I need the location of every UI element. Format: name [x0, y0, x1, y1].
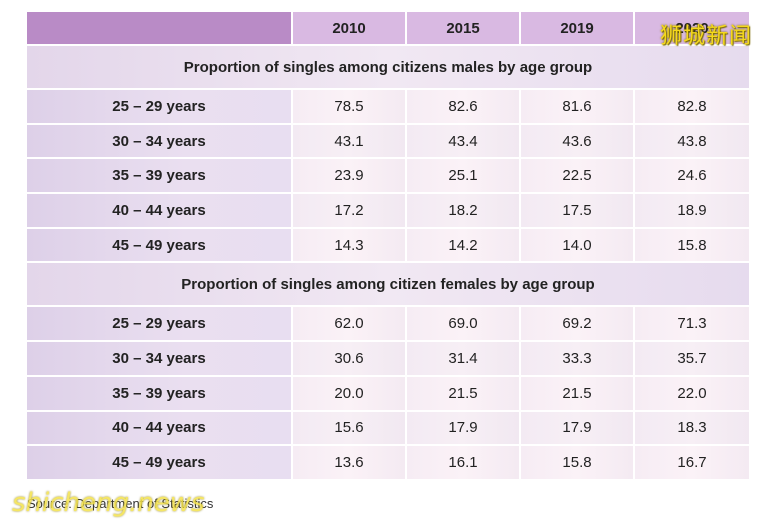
table-cell: 17.9 — [407, 411, 521, 445]
watermark-logo-top: 狮城新闻 — [660, 24, 753, 49]
table-cell: 21.5 — [521, 376, 635, 410]
table-cell: 43.4 — [407, 124, 521, 158]
row-label: 40 – 44 years — [27, 411, 293, 445]
row-label: 35 – 39 years — [27, 376, 293, 410]
table-cell: 31.4 — [407, 342, 521, 375]
table-cell: 82.6 — [407, 90, 521, 123]
source-note: Source: Department of Statistics — [27, 496, 214, 511]
table-row: 35 – 39 years 20.0 21.5 21.5 22.0 — [27, 376, 749, 412]
table-cell: 81.6 — [521, 90, 635, 123]
table-cell: 23.9 — [293, 159, 407, 193]
table-cell: 15.8 — [521, 446, 635, 479]
watermark-logo-bottom: shicheng.news — [12, 488, 205, 518]
table-cell: 69.2 — [521, 307, 635, 341]
row-label: 40 – 44 years — [27, 194, 293, 227]
table-cell: 43.1 — [293, 124, 407, 158]
table-cell: 69.0 — [407, 307, 521, 341]
table-cell: 18.2 — [407, 194, 521, 227]
table-cell: 62.0 — [293, 307, 407, 341]
table-row: 30 – 34 years 30.6 31.4 33.3 35.7 — [27, 342, 749, 377]
table-cell: 17.9 — [521, 411, 635, 445]
table-cell: 16.1 — [407, 446, 521, 479]
table-cell: 33.3 — [521, 342, 635, 375]
table-cell: 22.5 — [521, 159, 635, 193]
table-cell: 16.7 — [635, 446, 749, 479]
table-cell: 24.6 — [635, 159, 749, 193]
table-cell: 15.8 — [635, 228, 749, 262]
table-cell: 71.3 — [635, 307, 749, 341]
row-label: 30 – 34 years — [27, 342, 293, 375]
table-cell: 43.6 — [521, 124, 635, 158]
table-cell: 17.5 — [521, 194, 635, 227]
row-label: 25 – 29 years — [27, 307, 293, 341]
row-label: 35 – 39 years — [27, 159, 293, 193]
table-row: 40 – 44 years 15.6 17.9 17.9 18.3 — [27, 411, 749, 447]
row-label: 45 – 49 years — [27, 446, 293, 479]
table-row: 30 – 34 years 43.1 43.4 43.6 43.8 — [27, 124, 749, 160]
table-row: 25 – 29 years 62.0 69.0 69.2 71.3 — [27, 307, 749, 343]
header-year-2020: 2020 — [635, 12, 749, 44]
table-cell: 14.2 — [407, 228, 521, 262]
table-cell: 17.2 — [293, 194, 407, 227]
table-row: 45 – 49 years 14.3 14.2 14.0 15.8 — [27, 228, 749, 264]
table-row: 40 – 44 years 17.2 18.2 17.5 18.9 — [27, 194, 749, 229]
section-title-males: Proportion of singles among citizens mal… — [27, 46, 749, 90]
table-cell: 15.6 — [293, 411, 407, 445]
table-row: 35 – 39 years 23.9 25.1 22.5 24.6 — [27, 159, 749, 195]
table-cell: 25.1 — [407, 159, 521, 193]
header-year-2015: 2015 — [407, 12, 521, 44]
table-cell: 82.8 — [635, 90, 749, 123]
table-cell: 20.0 — [293, 376, 407, 410]
table-row: 45 – 49 years 13.6 16.1 15.8 16.7 — [27, 446, 749, 481]
table-cell: 18.9 — [635, 194, 749, 227]
table-cell: 30.6 — [293, 342, 407, 375]
singles-proportion-table: 2010 2015 2019 2020 Proportion of single… — [27, 12, 749, 481]
row-label: 45 – 49 years — [27, 228, 293, 262]
row-label: 25 – 29 years — [27, 90, 293, 123]
header-row: 2010 2015 2019 2020 — [27, 12, 749, 46]
table-cell: 35.7 — [635, 342, 749, 375]
header-year-2019: 2019 — [521, 12, 635, 44]
table-row: 25 – 29 years 78.5 82.6 81.6 82.8 — [27, 90, 749, 125]
table-cell: 21.5 — [407, 376, 521, 410]
table-cell: 78.5 — [293, 90, 407, 123]
table-cell: 43.8 — [635, 124, 749, 158]
table-cell: 22.0 — [635, 376, 749, 410]
table-cell: 13.6 — [293, 446, 407, 479]
table-cell: 18.3 — [635, 411, 749, 445]
header-year-2010: 2010 — [293, 12, 407, 44]
header-corner-cell — [27, 12, 293, 44]
row-label: 30 – 34 years — [27, 124, 293, 158]
table-cell: 14.0 — [521, 228, 635, 262]
table-cell: 14.3 — [293, 228, 407, 262]
section-title-females: Proportion of singles among citizen fema… — [27, 263, 749, 308]
